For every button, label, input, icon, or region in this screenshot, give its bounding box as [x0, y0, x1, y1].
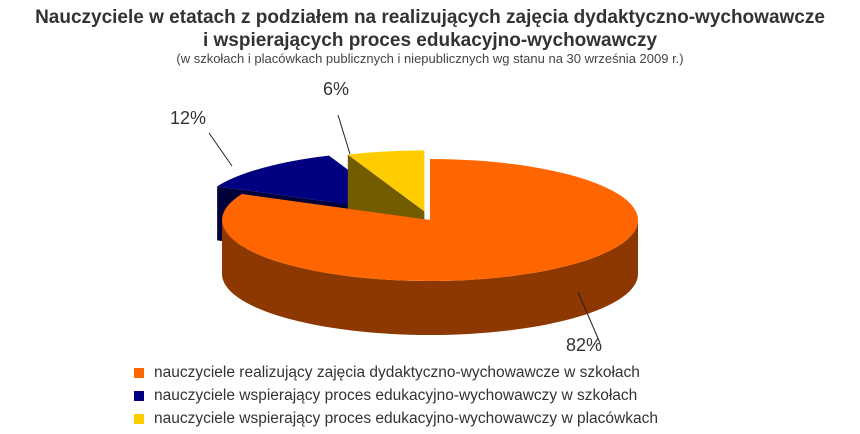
legend-swatch-orange — [134, 367, 144, 378]
chart-subtitle: (w szkołach i placówkach publicznych i n… — [176, 51, 684, 66]
data-label: 6% — [323, 79, 349, 99]
legend-label: nauczyciele wspierający proces edukacyjn… — [154, 386, 638, 404]
legend-label: nauczyciele wspierający proces edukacyjn… — [154, 409, 658, 427]
legend: nauczyciele realizujący zajęcia dydaktyc… — [134, 361, 658, 430]
leader-line — [337, 114, 351, 155]
legend-item-institutions-support: nauczyciele wspierający proces edukacyjn… — [134, 407, 658, 430]
legend-swatch-yellow — [134, 413, 144, 424]
slice-rim — [222, 220, 638, 335]
chart-title-line1: Nauczyciele w etatach z podziałem na rea… — [35, 7, 825, 28]
data-label: 12% — [170, 108, 206, 128]
legend-item-schools-teaching: nauczyciele realizujący zajęcia dydaktyc… — [134, 361, 658, 384]
leader-line — [208, 132, 233, 167]
pie-slice-0 — [222, 159, 639, 335]
chart-title-line2: i wspierających proces edukacyjno-wychow… — [202, 30, 658, 51]
data-label: 82% — [566, 335, 602, 355]
legend-label: nauczyciele realizujący zajęcia dydaktyc… — [154, 363, 640, 381]
chart-title: Nauczyciele w etatach z podziałem na rea… — [0, 6, 860, 52]
leader-line — [577, 291, 601, 344]
legend-swatch-navy — [134, 390, 144, 401]
slice-top — [222, 159, 639, 282]
legend-item-schools-support: nauczyciele wspierający proces edukacyjn… — [134, 384, 658, 407]
slice-top — [347, 150, 425, 212]
